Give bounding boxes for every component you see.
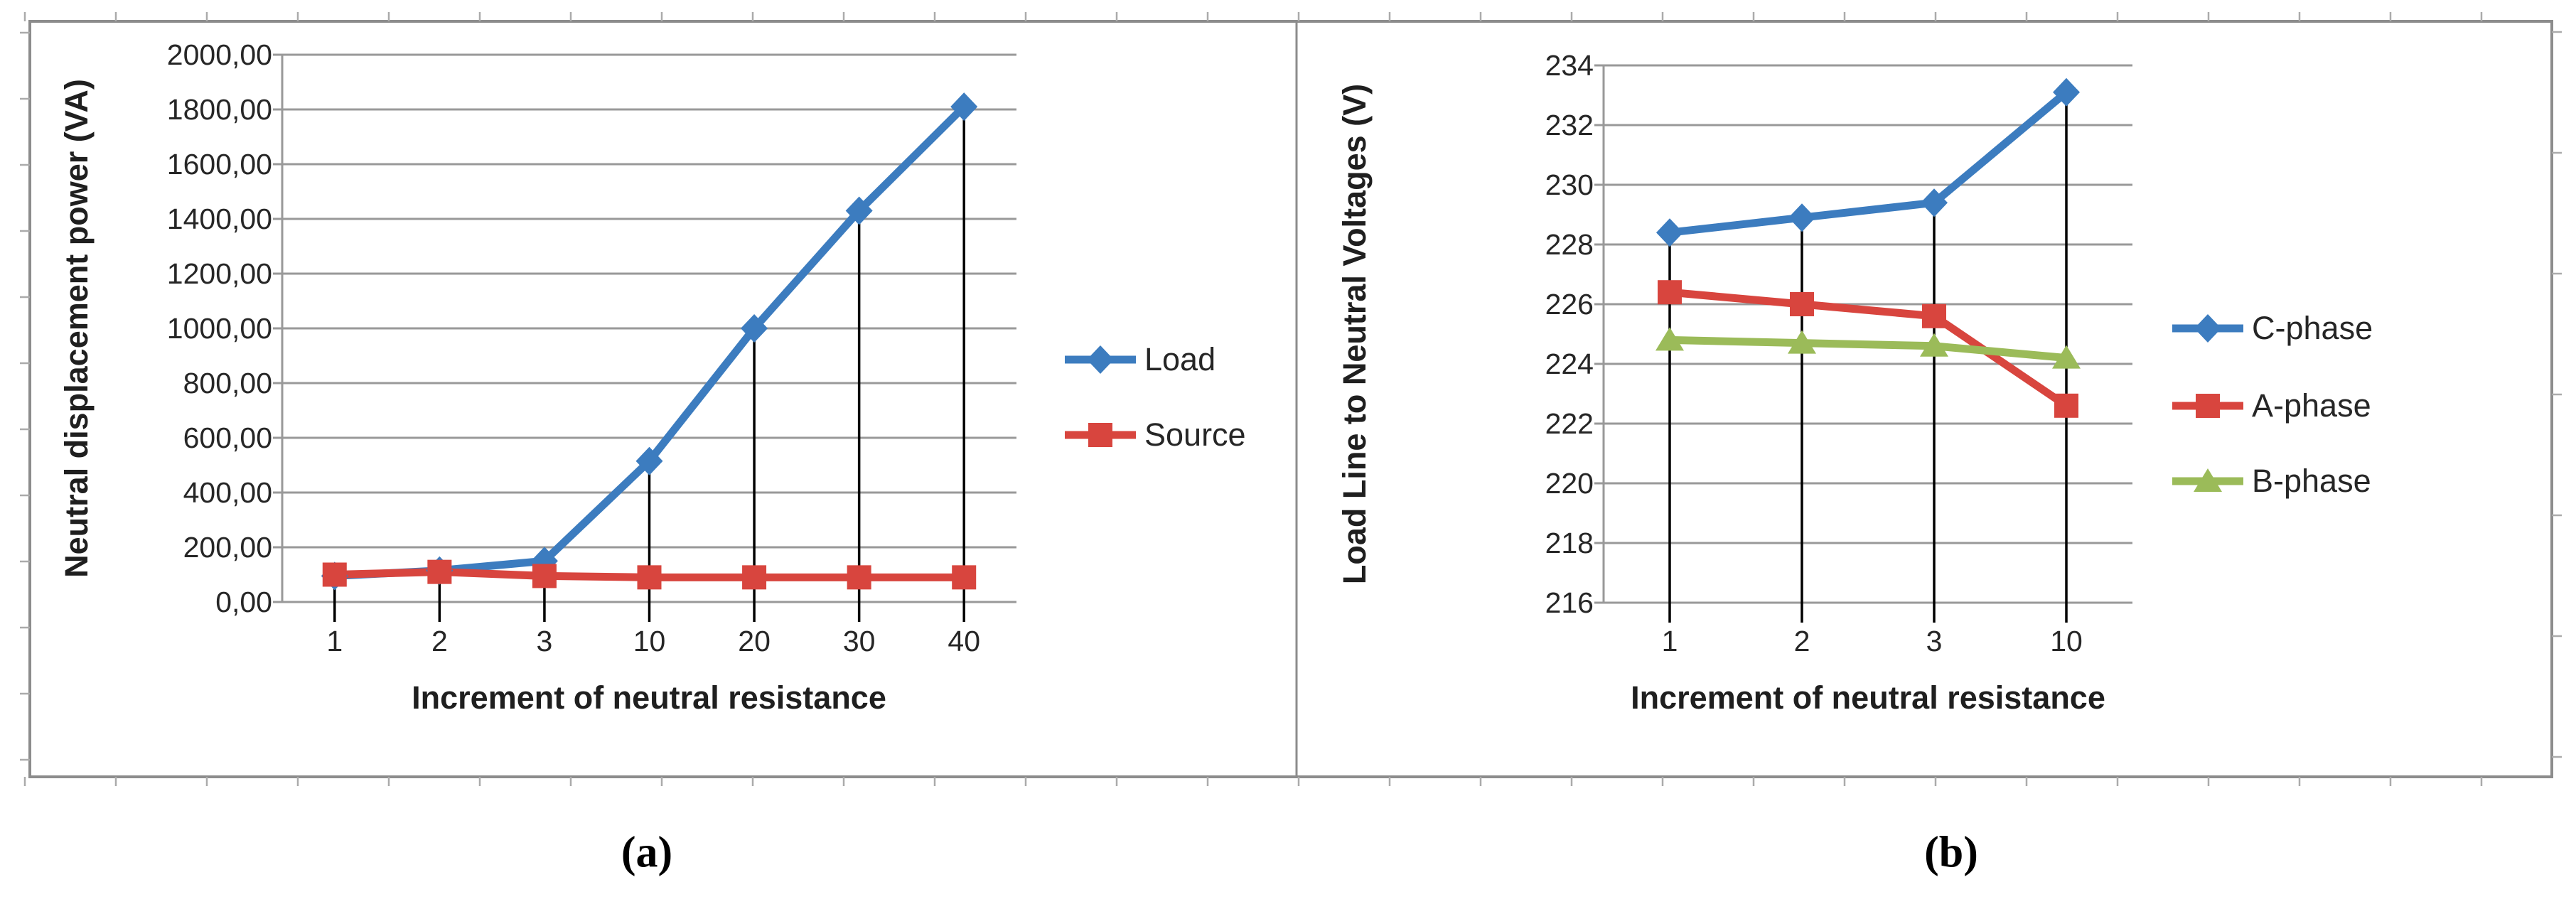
series-line-C-phase bbox=[1665, 88, 2071, 237]
marker-A-phase bbox=[1658, 280, 1682, 305]
marker-B-phase bbox=[1788, 330, 1816, 354]
marker-Load bbox=[635, 446, 663, 475]
x-tick-label: 2 bbox=[1794, 625, 1810, 657]
legend-diamond-icon bbox=[2194, 314, 2221, 343]
marker-C-phase bbox=[1788, 203, 1815, 232]
marker-A-phase bbox=[1790, 292, 1814, 316]
y-tick-label: 232 bbox=[1545, 109, 1594, 141]
y-tick-label: 1000,00 bbox=[167, 312, 272, 345]
y-tick-label: 226 bbox=[1545, 288, 1594, 321]
legend-diamond-icon bbox=[1087, 345, 1114, 374]
x-tick-label: 3 bbox=[1926, 625, 1943, 657]
x-tick-label: 30 bbox=[843, 625, 876, 657]
y-tick-label: 224 bbox=[1545, 348, 1594, 380]
marker-Source bbox=[952, 565, 977, 590]
y-tick-label: 1800,00 bbox=[167, 93, 272, 126]
chart-b-x-axis-title: Increment of neutral resistance bbox=[1631, 679, 2105, 716]
y-tick-label: 200,00 bbox=[183, 531, 272, 564]
marker-Source bbox=[532, 564, 557, 588]
y-tick-label: 228 bbox=[1545, 228, 1594, 261]
y-tick-label: 1200,00 bbox=[167, 257, 272, 290]
legend-square-icon bbox=[2196, 394, 2220, 418]
y-tick-label: 2000,00 bbox=[167, 38, 272, 71]
x-tick-label: 10 bbox=[2050, 625, 2083, 657]
y-tick-label: 0,00 bbox=[215, 586, 272, 618]
marker-B-phase bbox=[1920, 333, 1948, 357]
y-tick-label: 216 bbox=[1545, 586, 1594, 619]
x-tick-label: 1 bbox=[1662, 625, 1678, 657]
legend-label: C-phase bbox=[2252, 310, 2373, 346]
series-line-A-phase bbox=[1665, 288, 2071, 410]
marker-Load bbox=[950, 92, 978, 122]
marker-Load bbox=[741, 314, 768, 343]
marker-Source bbox=[847, 565, 871, 590]
legend-label: Source bbox=[1144, 416, 1246, 453]
marker-Load bbox=[845, 196, 873, 225]
y-tick-label: 1400,00 bbox=[167, 203, 272, 235]
marker-A-phase bbox=[1922, 303, 1946, 328]
series-line-B-phase bbox=[1665, 335, 2071, 362]
legend-label: A-phase bbox=[2252, 387, 2371, 424]
y-tick-label: 222 bbox=[1545, 407, 1594, 440]
marker-C-phase bbox=[1656, 218, 1683, 247]
marker-C-phase bbox=[1921, 188, 1948, 217]
legend-square-icon bbox=[1088, 423, 1112, 447]
legend-label: B-phase bbox=[2252, 463, 2371, 499]
x-tick-label: 20 bbox=[738, 625, 771, 657]
marker-Source bbox=[322, 562, 347, 587]
marker-A-phase bbox=[2054, 393, 2078, 418]
y-tick-label: 800,00 bbox=[183, 367, 272, 399]
y-tick-label: 230 bbox=[1545, 168, 1594, 201]
y-tick-label: 1600,00 bbox=[167, 148, 272, 181]
marker-C-phase bbox=[2053, 77, 2080, 107]
y-tick-label: 220 bbox=[1545, 467, 1594, 500]
x-tick-label: 2 bbox=[431, 625, 448, 657]
y-tick-label: 218 bbox=[1545, 527, 1594, 559]
legend-triangle-icon bbox=[2194, 468, 2222, 492]
y-tick-label: 234 bbox=[1545, 49, 1594, 82]
x-tick-label: 10 bbox=[633, 625, 666, 657]
x-tick-label: 40 bbox=[948, 625, 980, 657]
chart-b-y-axis-title: Load Line to Neutral Voltages (V) bbox=[1336, 83, 1373, 585]
chart-a-y-axis-title: Neutral displacement power (VA) bbox=[58, 79, 95, 578]
marker-Source bbox=[637, 565, 662, 590]
y-tick-label: 400,00 bbox=[183, 476, 272, 509]
caption-b: (b) bbox=[1924, 828, 1978, 877]
marker-B-phase bbox=[2052, 345, 2081, 369]
figure-frame bbox=[28, 20, 2553, 778]
marker-B-phase bbox=[1655, 327, 1684, 351]
caption-a: (a) bbox=[621, 828, 673, 877]
chart-a-x-axis-title: Increment of neutral resistance bbox=[412, 679, 886, 716]
marker-Source bbox=[742, 565, 767, 590]
x-tick-label: 1 bbox=[326, 625, 343, 657]
marker-Source bbox=[427, 559, 452, 584]
legend-label: Load bbox=[1144, 341, 1215, 377]
x-tick-label: 3 bbox=[537, 625, 553, 657]
y-tick-label: 600,00 bbox=[183, 421, 272, 454]
